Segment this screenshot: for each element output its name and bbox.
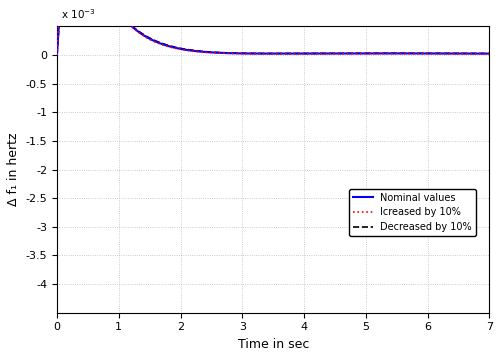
Legend: Nominal values, Icreased by 10%, Decreased by 10%: Nominal values, Icreased by 10%, Decreas… (350, 189, 476, 236)
Text: x 10$^{-3}$: x 10$^{-3}$ (62, 7, 96, 20)
X-axis label: Time in sec: Time in sec (238, 338, 309, 351)
Y-axis label: Δ f₁ in hertz: Δ f₁ in hertz (7, 133, 20, 206)
